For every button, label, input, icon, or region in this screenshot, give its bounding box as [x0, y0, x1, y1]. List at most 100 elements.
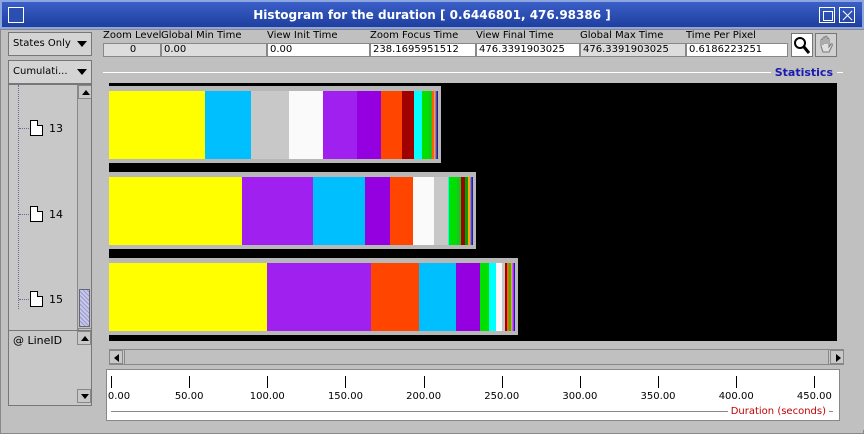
histogram-segment[interactable]	[402, 91, 414, 159]
histogram-segment[interactable]	[357, 91, 381, 159]
histogram-segment[interactable]	[480, 263, 489, 331]
histogram-segment[interactable]	[509, 263, 511, 331]
histogram-segment[interactable]	[109, 91, 205, 159]
ruler-tick	[345, 376, 347, 388]
time-info-header: Zoom Level 0 Global Min Time 0.00 View I…	[103, 30, 788, 58]
histogram-row-13[interactable]	[109, 86, 441, 163]
histogram-segment[interactable]	[448, 177, 449, 245]
histogram-segment[interactable]	[289, 91, 323, 159]
histogram-segment[interactable]	[419, 263, 456, 331]
histogram-segment[interactable]	[489, 263, 496, 331]
histogram-row-segments	[109, 91, 441, 159]
histogram-segment[interactable]	[496, 263, 502, 331]
histogram-segment[interactable]	[381, 91, 402, 159]
histogram-row-segments	[109, 263, 518, 331]
histogram-segment[interactable]	[449, 177, 457, 245]
zoom-tool-button[interactable]	[791, 33, 813, 57]
scroll-up-button[interactable]	[77, 331, 91, 345]
scroll-thumb[interactable]	[79, 289, 90, 327]
histogram-segment[interactable]	[456, 263, 480, 331]
histogram-segment[interactable]	[413, 177, 434, 245]
maximize-button[interactable]	[819, 7, 835, 23]
window-menu-button[interactable]	[8, 7, 24, 23]
view-init-time-field: View Init Time 0.00	[267, 30, 370, 58]
histogram-segment[interactable]	[465, 177, 468, 245]
close-button[interactable]	[839, 7, 855, 23]
ruler-tick	[658, 376, 660, 388]
arrow-up-icon	[81, 336, 89, 341]
histogram-segment[interactable]	[434, 177, 448, 245]
scroll-track[interactable]	[124, 350, 829, 364]
time-per-pixel-value[interactable]: 0.6186223251	[686, 43, 788, 57]
hand-tool-button[interactable]	[815, 33, 837, 57]
histogram-segment[interactable]	[205, 91, 251, 159]
view-init-time-value[interactable]: 0.00	[267, 43, 370, 57]
histogram-canvas[interactable]	[109, 83, 837, 341]
histogram-segment[interactable]	[432, 91, 434, 159]
histogram-segment[interactable]	[437, 91, 438, 159]
ruler-tick-label: 0.00	[107, 391, 131, 402]
histogram-segment[interactable]	[365, 177, 390, 245]
tree-vertical-scrollbar[interactable]	[77, 85, 91, 343]
histogram-segment[interactable]	[513, 263, 514, 331]
histogram-segment[interactable]	[371, 263, 419, 331]
histogram-segment[interactable]	[511, 263, 512, 331]
histogram-horizontal-scrollbar[interactable]	[109, 349, 844, 365]
histogram-segment[interactable]	[414, 91, 422, 159]
histogram-segment[interactable]	[472, 177, 473, 245]
window-title: Histogram for the duration [ 0.6446801, …	[253, 8, 611, 22]
tree-node[interactable]: 13	[9, 119, 77, 139]
window-right-edge	[852, 30, 864, 430]
ruler-tick-label: 400.00	[718, 391, 754, 402]
ruler-tick	[267, 376, 269, 388]
ruler-tick-label: 350.00	[640, 391, 676, 402]
view-final-time-value[interactable]: 476.3391903025	[476, 43, 580, 57]
histogram-segment[interactable]	[514, 263, 515, 331]
histogram-segment[interactable]	[435, 91, 436, 159]
histogram-segment[interactable]	[471, 177, 472, 245]
scroll-down-button[interactable]	[77, 389, 91, 403]
tree-node[interactable]: 14	[9, 205, 77, 225]
histogram-segment[interactable]	[461, 177, 465, 245]
zoom-focus-time-value[interactable]: 238.1695951512	[370, 43, 476, 57]
histogram-segment[interactable]	[323, 91, 357, 159]
histogram-segment[interactable]	[313, 177, 365, 245]
scroll-left-button[interactable]	[109, 350, 123, 364]
statistics-border	[103, 72, 843, 73]
ruler-tick-label: 300.00	[562, 391, 598, 402]
histogram-segment[interactable]	[434, 91, 435, 159]
tree-connector	[19, 299, 29, 300]
histogram-segment[interactable]	[470, 177, 471, 245]
scroll-right-button[interactable]	[830, 350, 844, 364]
line-id-list[interactable]: @ LineID	[8, 330, 92, 406]
states-only-combo[interactable]: States Only	[8, 32, 92, 56]
histogram-segment[interactable]	[422, 91, 429, 159]
histogram-segment[interactable]	[429, 91, 432, 159]
histogram-segment[interactable]	[242, 177, 313, 245]
histogram-segment[interactable]	[390, 177, 413, 245]
histogram-segment[interactable]	[512, 263, 513, 331]
zoom-focus-time-field: Zoom Focus Time 238.1695951512	[370, 30, 476, 58]
cumulative-combo[interactable]: Cumulati...	[8, 60, 92, 84]
histogram-segment[interactable]	[436, 91, 437, 159]
tree-content: 13 14 15	[9, 85, 77, 343]
tree-node[interactable]: 15	[9, 290, 77, 310]
histogram-segment[interactable]	[468, 177, 470, 245]
histogram-segment[interactable]	[507, 263, 509, 331]
tree-node-label: 14	[49, 208, 63, 221]
histogram-segment[interactable]	[267, 263, 371, 331]
scroll-up-button[interactable]	[78, 85, 91, 99]
histogram-row-segments	[109, 177, 476, 245]
global-min-time-label: Global Min Time	[161, 30, 242, 41]
histogram-segment[interactable]	[109, 177, 242, 245]
histogram-segment[interactable]	[457, 177, 461, 245]
tree-node-label: 13	[49, 122, 63, 135]
timeline-tree[interactable]: 13 14 15	[8, 84, 92, 358]
histogram-segment[interactable]	[505, 263, 507, 331]
histogram-segment[interactable]	[502, 263, 505, 331]
histogram-row-15[interactable]	[109, 258, 518, 335]
histogram-row-14[interactable]	[109, 172, 476, 249]
time-per-pixel-label: Time Per Pixel	[686, 30, 756, 41]
histogram-segment[interactable]	[109, 263, 267, 331]
histogram-segment[interactable]	[251, 91, 289, 159]
